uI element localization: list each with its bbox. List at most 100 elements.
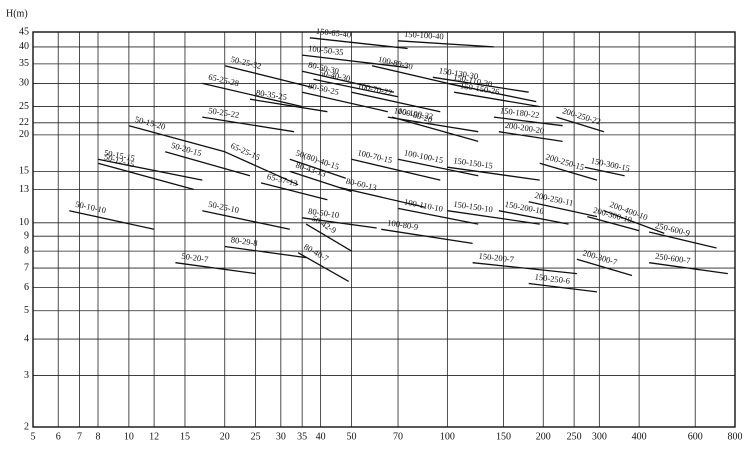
curve-label: 100-80-9: [387, 217, 419, 232]
pump-curve: [587, 215, 640, 232]
y-tick-label: 22: [19, 117, 29, 128]
y-tick-label: 10: [19, 217, 29, 228]
pump-curve: [202, 116, 295, 133]
pump-curve: [391, 116, 479, 143]
pump-curve: [351, 158, 441, 181]
x-tick-label: 40: [316, 431, 326, 442]
x-tick-label: 200: [536, 431, 551, 442]
curve-label: 80-29-8: [230, 234, 258, 248]
x-tick-label: 250: [567, 431, 582, 442]
pump-curve: [165, 151, 251, 177]
pump-curve: [351, 91, 441, 113]
y-tick-label: 20: [19, 129, 29, 140]
x-tick-label: 5: [31, 431, 36, 442]
pump-curve: [397, 207, 479, 225]
y-tick-label: 2: [24, 421, 29, 432]
x-tick-label: 100: [440, 431, 455, 442]
pump-curve: [498, 131, 563, 143]
y-tick-label: 3: [24, 370, 29, 381]
x-tick-label: 8: [96, 431, 101, 442]
pump-curve: [584, 166, 625, 177]
pump-curve: [397, 40, 494, 48]
x-tick-label: 20: [220, 431, 230, 442]
pump-curve: [297, 252, 350, 282]
pump-curve: [528, 201, 598, 218]
pump-curve: [302, 70, 395, 93]
pump-curve: [128, 125, 225, 153]
y-tick-label: 8: [24, 245, 29, 256]
x-tick-label: 150: [496, 431, 511, 442]
curve-label: 50-20-7: [181, 251, 209, 265]
x-tick-label: 12: [149, 431, 159, 442]
pump-curve: [69, 210, 155, 230]
curve-label: 150-250-6: [534, 271, 570, 285]
y-tick-label: 9: [24, 230, 29, 241]
pump-curve: [493, 116, 563, 127]
pump-curve: [224, 245, 307, 259]
plot-frame: [32, 31, 736, 428]
pump-curve: [432, 76, 529, 93]
pump-curve: [309, 37, 408, 50]
pump-curve: [447, 82, 537, 103]
curve-label: 80-50-10: [308, 206, 340, 220]
x-tick-label: 10: [124, 431, 134, 442]
pump-curve: [648, 231, 717, 249]
y-tick-label: 5: [24, 305, 29, 316]
y-tick-label: 13: [19, 184, 29, 195]
x-tick-label: 600: [688, 431, 703, 442]
pump-curve: [224, 151, 299, 186]
pump-curve: [576, 258, 633, 277]
pump-curve: [260, 182, 328, 201]
curve-label: 100-50-35: [308, 43, 344, 57]
pump-curve: [603, 210, 665, 235]
pump-curve: [224, 65, 314, 89]
y-tick-label: 35: [19, 58, 29, 69]
x-tick-label: 400: [632, 431, 647, 442]
y-tick-label: 25: [19, 101, 29, 112]
y-tick-label: 15: [19, 166, 29, 177]
pump-curve: [313, 78, 399, 98]
pump-curve: [528, 282, 598, 293]
curve-label: 150-100-40: [404, 29, 444, 42]
x-tick-label: 15: [180, 431, 190, 442]
pump-curve: [539, 162, 598, 181]
pump-curve: [202, 82, 303, 108]
curve-label: 50-25-22: [208, 105, 240, 120]
x-tick-label: 30: [276, 431, 286, 442]
pump-curve: [472, 262, 577, 275]
x-tick-label: 25: [251, 431, 261, 442]
pump-curve: [302, 54, 408, 69]
x-tick-label: 800: [728, 431, 743, 442]
y-tick-label: 30: [19, 78, 29, 89]
pump-curve: [202, 210, 290, 230]
x-tick-label: 35: [297, 431, 307, 442]
x-tick-label: 300: [592, 431, 607, 442]
pump-curve: [302, 91, 388, 113]
pump-curve: [305, 223, 352, 252]
pump-curve: [397, 158, 479, 177]
y-tick-label: 45: [19, 26, 29, 37]
pump-curve: [97, 158, 203, 181]
pump-curve: [97, 162, 195, 191]
curve-label: 150-65-40: [315, 26, 351, 40]
pump-curve: [339, 186, 426, 208]
y-tick-label: 7: [24, 262, 29, 273]
pump-curve: [381, 228, 473, 245]
x-tick-label: 50: [346, 431, 356, 442]
y-tick-label: 4: [24, 333, 29, 344]
y-axis-title: H(m): [6, 8, 28, 19]
y-tick-label: 6: [24, 282, 29, 293]
pump-curve: [453, 91, 540, 108]
pump-curve: [289, 158, 347, 179]
curve-label: 150-180-22: [499, 105, 540, 120]
pump-curve: [556, 116, 605, 133]
curve-label: 80-35-25: [255, 87, 287, 102]
x-tick-label: 6: [56, 431, 61, 442]
pump-curve: [302, 217, 377, 229]
x-tick-label: 70: [393, 431, 403, 442]
curve-label: 150-200-7: [478, 251, 514, 265]
pump-curve: [649, 262, 728, 275]
pump-curve: [447, 166, 540, 181]
